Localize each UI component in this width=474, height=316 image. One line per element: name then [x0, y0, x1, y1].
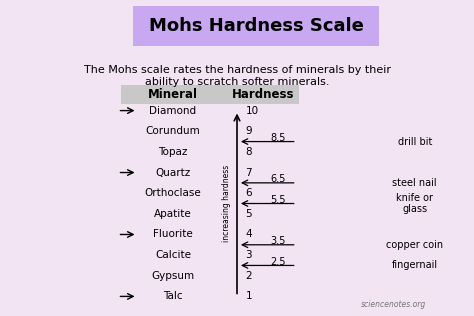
Text: knife or
glass: knife or glass — [396, 193, 433, 214]
Text: 6.5: 6.5 — [270, 174, 285, 184]
Text: 4: 4 — [246, 229, 252, 240]
Text: Mohs Hardness Scale: Mohs Hardness Scale — [148, 17, 364, 35]
Text: Topaz: Topaz — [158, 147, 188, 157]
Text: copper coin: copper coin — [386, 240, 443, 250]
Text: 5.5: 5.5 — [270, 195, 286, 205]
Text: sciencenotes.org: sciencenotes.org — [361, 301, 426, 309]
Text: increasing hardness: increasing hardness — [222, 165, 231, 242]
Text: Mineral: Mineral — [148, 88, 198, 101]
Text: 1: 1 — [246, 291, 252, 301]
Text: drill bit: drill bit — [398, 137, 432, 147]
Text: Orthoclase: Orthoclase — [145, 188, 201, 198]
Text: 3.5: 3.5 — [270, 236, 285, 246]
Text: 10: 10 — [246, 106, 259, 116]
Text: Fluorite: Fluorite — [153, 229, 193, 240]
Text: 8: 8 — [246, 147, 252, 157]
Text: 9: 9 — [246, 126, 252, 136]
Text: The Mohs scale rates the hardness of minerals by their
ability to scratch softer: The Mohs scale rates the hardness of min… — [83, 65, 391, 87]
Text: 7: 7 — [246, 167, 252, 178]
Text: steel nail: steel nail — [392, 178, 437, 188]
Text: Diamond: Diamond — [149, 106, 197, 116]
Text: Corundum: Corundum — [146, 126, 201, 136]
Text: 3: 3 — [246, 250, 252, 260]
Text: Talc: Talc — [163, 291, 183, 301]
Text: Quartz: Quartz — [155, 167, 191, 178]
Text: fingernail: fingernail — [392, 260, 438, 270]
Text: 6: 6 — [246, 188, 252, 198]
Text: Hardness: Hardness — [232, 88, 294, 101]
Text: Gypsum: Gypsum — [152, 271, 194, 281]
Text: Apatite: Apatite — [154, 209, 192, 219]
Text: 5: 5 — [246, 209, 252, 219]
Text: Calcite: Calcite — [155, 250, 191, 260]
Text: 2.5: 2.5 — [270, 257, 286, 267]
Text: 2: 2 — [246, 271, 252, 281]
Text: 8.5: 8.5 — [270, 133, 285, 143]
